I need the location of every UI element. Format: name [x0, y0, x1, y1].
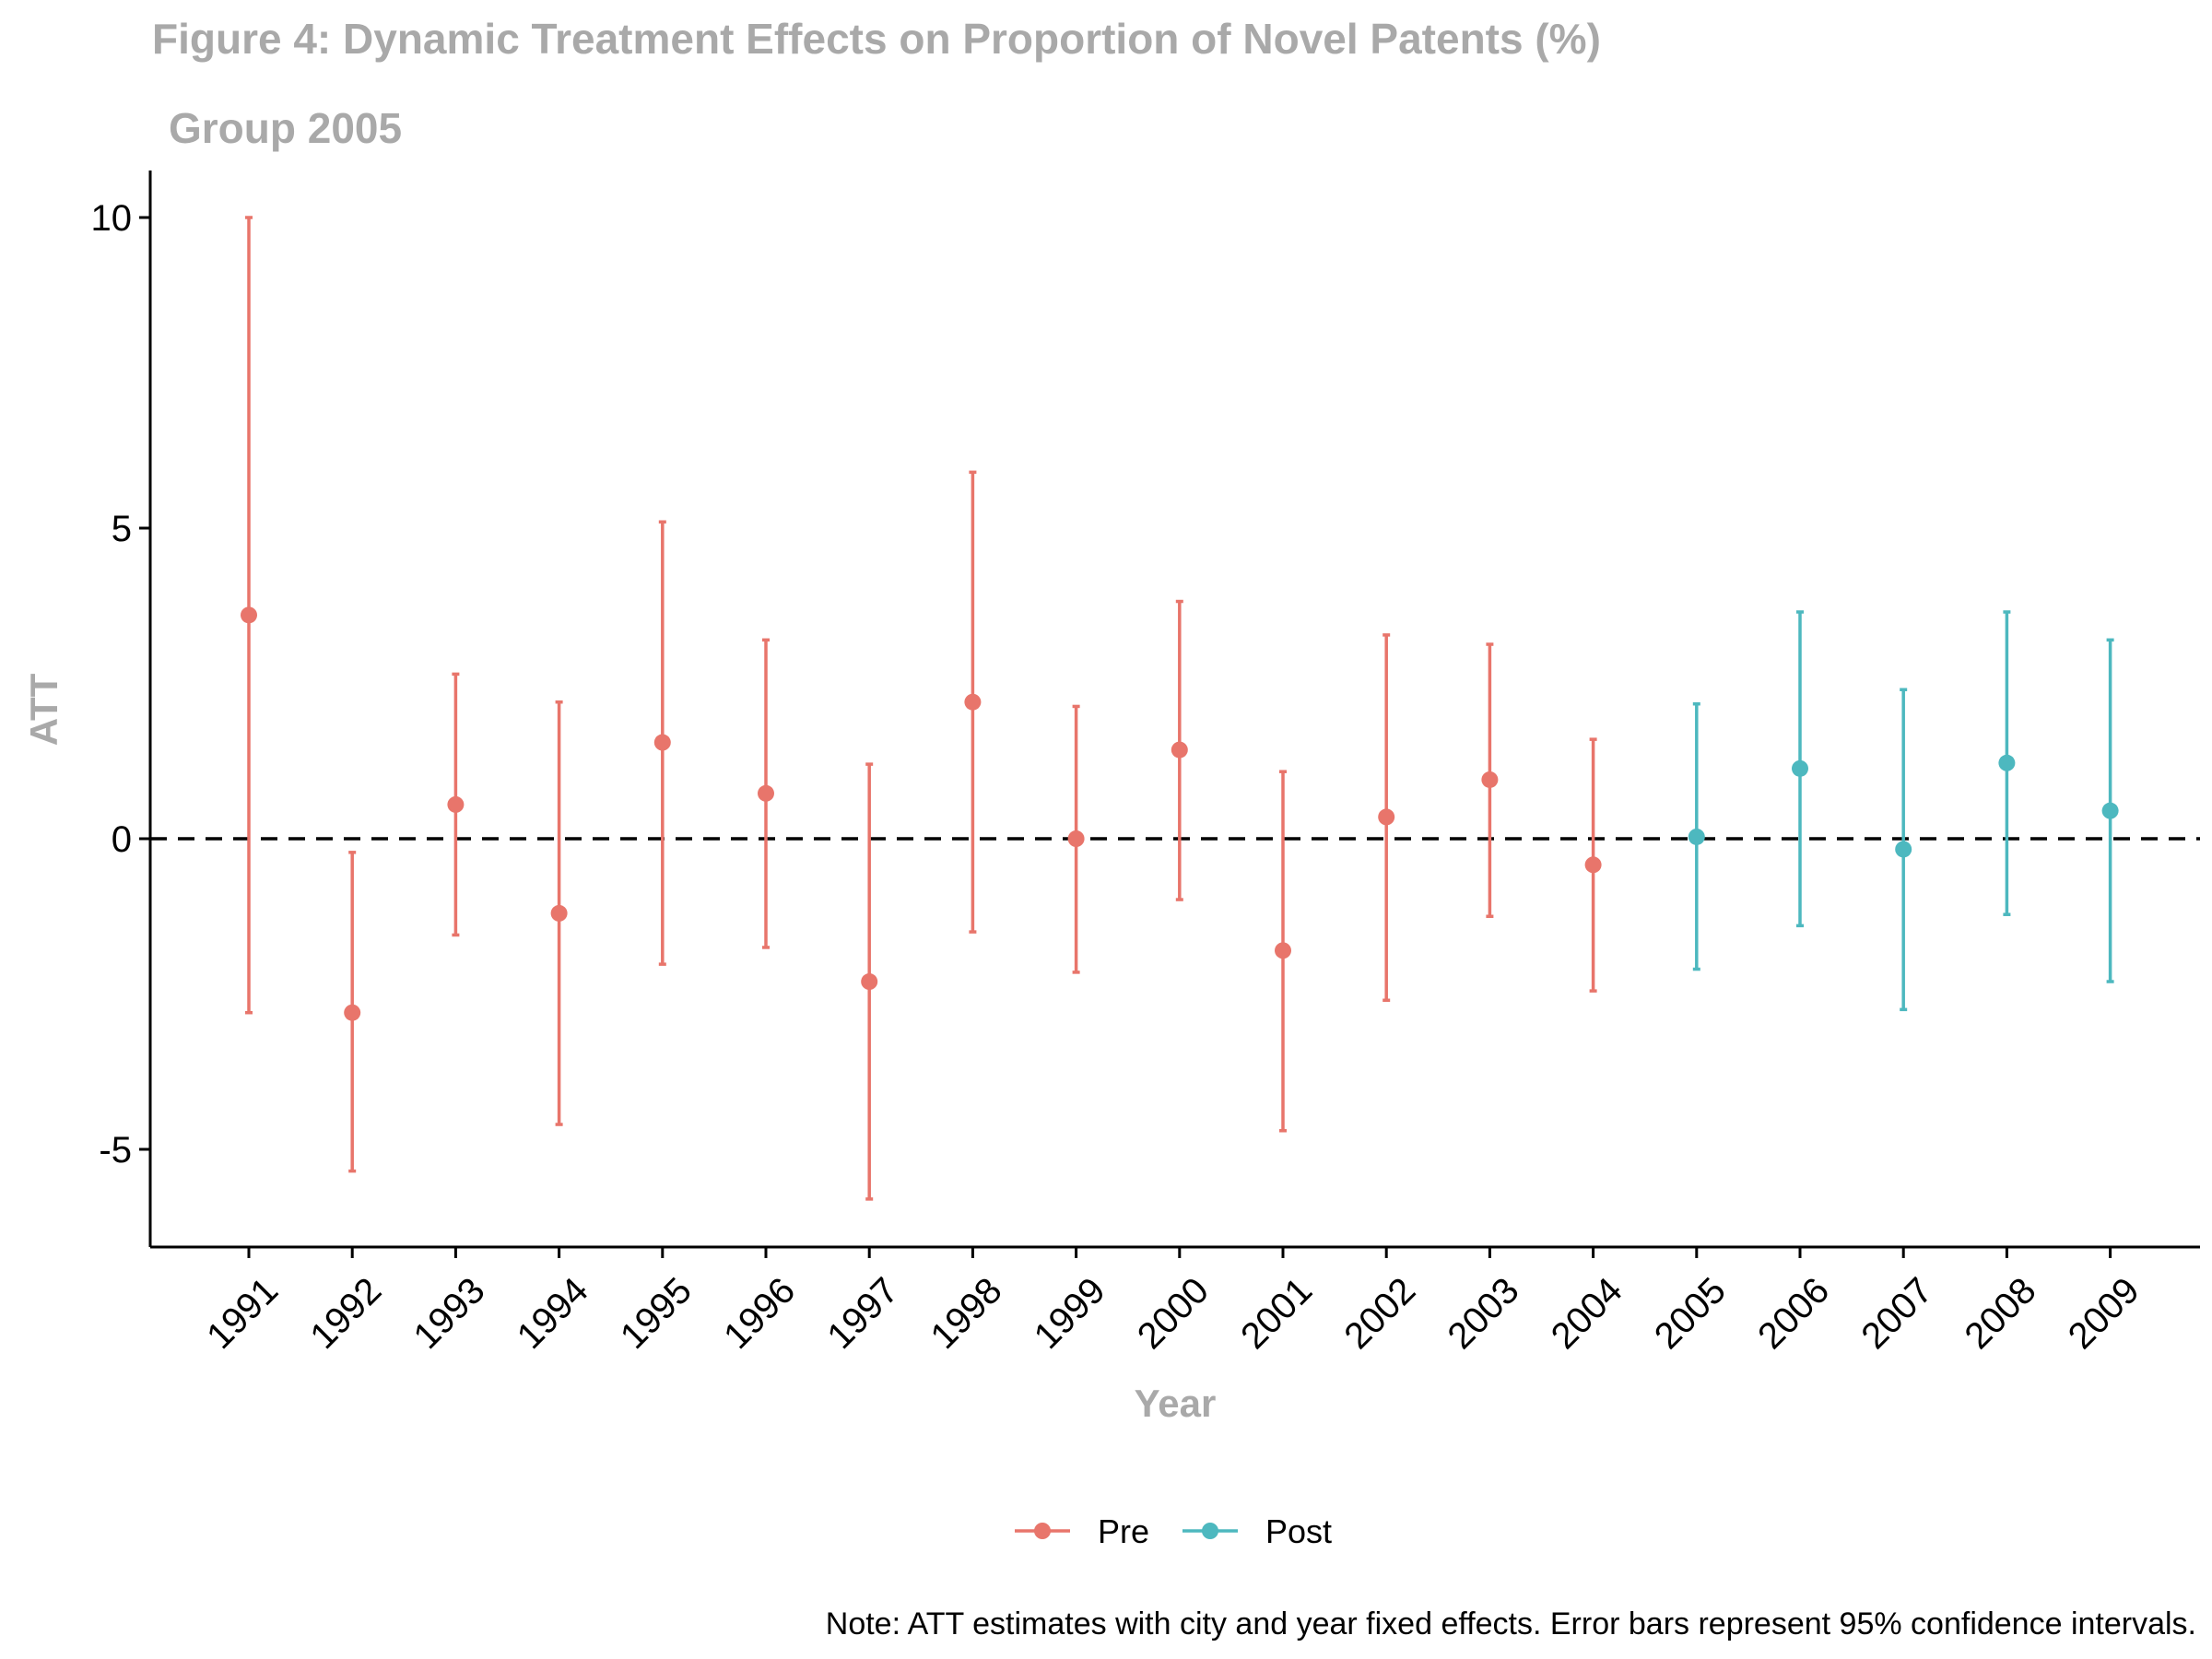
legend: Pre Post: [1015, 1512, 1332, 1550]
legend-label: Pre: [1098, 1512, 1149, 1550]
x-tick-label: 1997: [819, 1270, 906, 1357]
x-tick-label: 2002: [1336, 1270, 1423, 1357]
data-point: [447, 795, 465, 813]
legend-item-pre: Pre: [1015, 1512, 1149, 1550]
x-tick-label: 1992: [302, 1270, 389, 1357]
y-tick-label: -5: [99, 1130, 132, 1171]
data-point: [1895, 841, 1912, 858]
x-tick-label: 1994: [510, 1270, 596, 1357]
legend-key-point: [1034, 1523, 1051, 1539]
legend-key-point: [1202, 1523, 1218, 1539]
x-tick-label: 2003: [1441, 1270, 1527, 1357]
legend-item-post: Post: [1182, 1512, 1332, 1550]
x-tick-label: 2006: [1750, 1270, 1837, 1357]
x-tick-label: 1995: [613, 1270, 700, 1357]
data-point: [1998, 754, 2016, 771]
x-tick-label: 1991: [199, 1270, 286, 1357]
data-point: [1378, 808, 1395, 826]
data-point: [758, 784, 774, 802]
y-tick-label: 0: [112, 819, 132, 860]
data-point: [344, 1004, 361, 1021]
x-tick-label: 2007: [1853, 1270, 1940, 1357]
x-axis-title: Year: [1135, 1382, 1217, 1425]
x-tick-label: 1998: [924, 1270, 1010, 1357]
x-tick-label: 2005: [1647, 1270, 1734, 1357]
data-point: [1275, 942, 1291, 959]
data-marks: [241, 216, 2119, 1201]
data-point: [550, 904, 568, 922]
data-point: [861, 973, 878, 991]
legend-label: Post: [1265, 1512, 1332, 1550]
data-point: [2101, 802, 2119, 819]
data-point: [653, 734, 671, 751]
data-point: [1067, 830, 1085, 847]
chart-title: Figure 4: Dynamic Treatment Effects on P…: [152, 15, 1601, 63]
data-point: [1481, 771, 1499, 788]
y-tick-label: 10: [91, 198, 133, 239]
series-post: [1688, 610, 2119, 1012]
x-tick-label: 2001: [1233, 1270, 1320, 1357]
data-point: [1688, 828, 1705, 845]
data-point: [1792, 759, 1808, 777]
figure-note: Note: ATT estimates with city and year f…: [826, 1606, 2196, 1641]
x-axis-ticks: 1991 1992 1993 1994 1995 1996 1997 1998 1999 2000…: [199, 1247, 2147, 1357]
x-tick-label: 1993: [406, 1270, 493, 1357]
y-axis-title: ATT: [22, 673, 65, 746]
x-tick-label: 2000: [1130, 1270, 1217, 1357]
data-point: [964, 693, 982, 711]
series-pre: [241, 216, 1602, 1201]
data-point: [1171, 741, 1188, 759]
data-point: [241, 606, 257, 624]
x-tick-label: 1999: [1027, 1270, 1113, 1357]
y-axis-ticks: -5 0 5 10: [91, 198, 150, 1171]
data-point: [1584, 856, 1602, 874]
x-tick-label: 2008: [1958, 1270, 2044, 1357]
chart-subtitle: Group 2005: [169, 104, 402, 152]
x-tick-label: 2004: [1544, 1270, 1630, 1357]
x-tick-label: 1996: [716, 1270, 803, 1357]
x-tick-label: 2009: [2061, 1270, 2147, 1357]
y-tick-label: 5: [112, 509, 132, 549]
axes: [148, 171, 2200, 1249]
